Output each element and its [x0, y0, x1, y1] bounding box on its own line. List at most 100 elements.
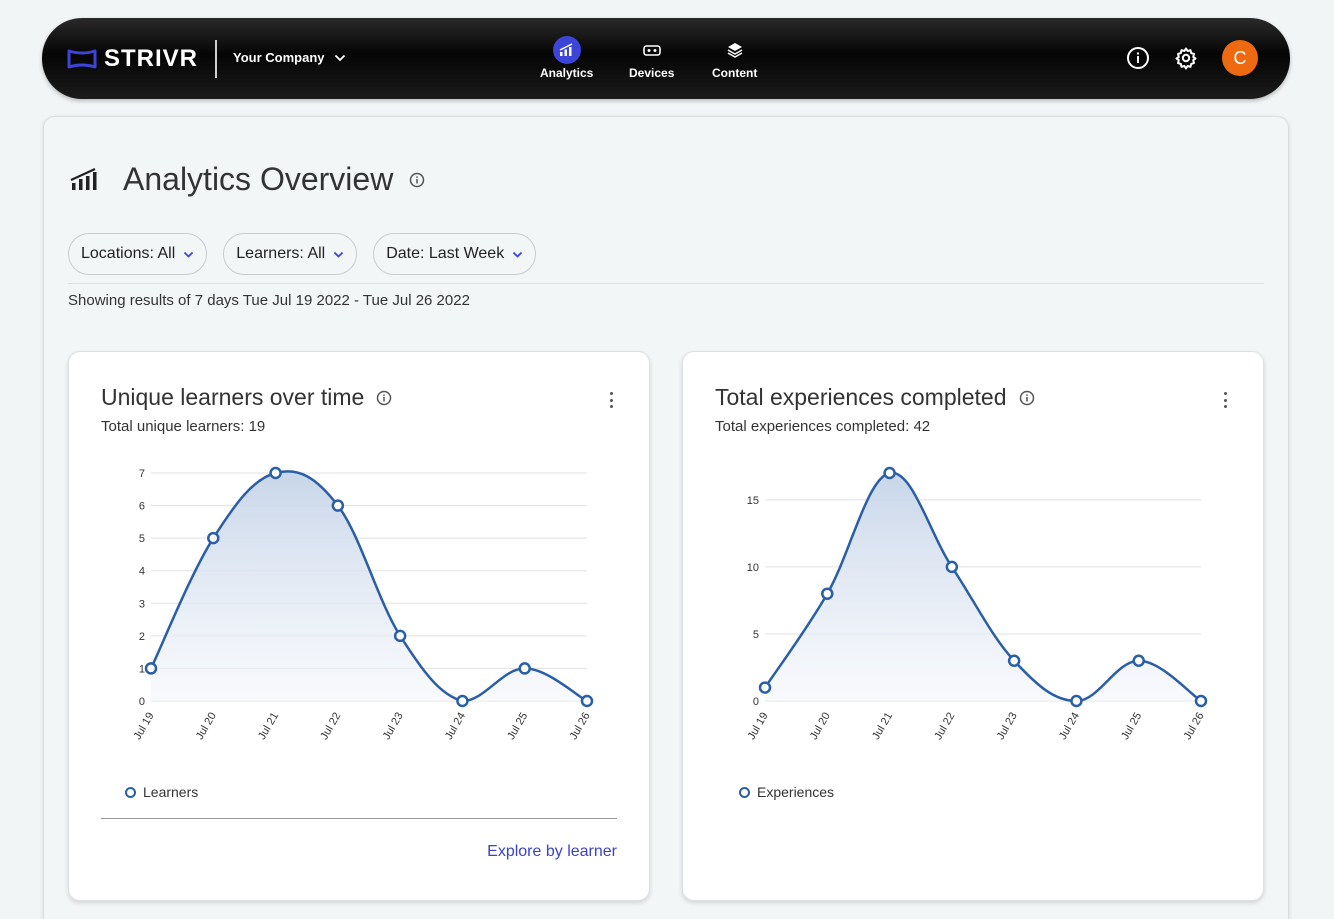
locations-filter-label: Locations: All — [81, 245, 176, 262]
x-tick-label: Jul 20 — [194, 711, 219, 742]
info-icon[interactable] — [409, 172, 425, 188]
data-point — [758, 681, 772, 694]
y-tick-label: 4 — [139, 566, 145, 578]
y-tick-label: 6 — [139, 501, 145, 513]
info-icon[interactable] — [376, 390, 392, 406]
company-name: Your Company — [233, 50, 325, 65]
data-point — [269, 466, 282, 480]
nav-analytics[interactable]: Analytics — [540, 36, 593, 80]
x-tick-label: Jul 22 — [318, 711, 343, 742]
data-point — [456, 694, 469, 708]
date-filter-label: Date: Last Week — [386, 245, 505, 262]
info-icon[interactable] — [1125, 45, 1151, 71]
gear-icon[interactable] — [1173, 45, 1199, 71]
layers-icon — [721, 36, 749, 64]
page-title: Analytics Overview — [123, 161, 394, 197]
experiences-chart: 0 5 10 15 Jul 19 Jul 20 Jul 21 Jul 22 Jul 23 Jul … — [746, 466, 1208, 742]
x-tick-label: Jul 24 — [1057, 711, 1082, 742]
card-divider — [101, 818, 617, 819]
y-tick-label: 3 — [139, 598, 145, 610]
chevron-down-icon — [513, 251, 523, 258]
learners-chart: 0 1 2 3 4 5 6 7 Jul 19 Jul 20 Jul 21 Jul 22 Jul 23 Ju… — [132, 466, 594, 742]
x-tick-label: Jul 25 — [1119, 711, 1144, 742]
data-point — [883, 466, 896, 480]
main-panel: Analytics Overview Locations: All Learne… — [43, 116, 1289, 919]
legend-label: Experiences — [757, 784, 835, 800]
unique-learners-card: Unique learners over time Total unique l… — [68, 351, 650, 901]
filter-bar: Locations: All Learners: All Date: Last … — [68, 233, 552, 275]
y-tick-label: 15 — [747, 495, 759, 507]
date-filter[interactable]: Date: Last Week — [373, 233, 537, 275]
card-subtitle: Total experiences completed: 42 — [715, 418, 931, 435]
x-tick-label: Jul 21 — [870, 711, 895, 742]
chevron-down-icon — [184, 251, 194, 258]
x-tick-label: Jul 24 — [443, 711, 468, 742]
user-avatar[interactable]: C — [1222, 40, 1258, 76]
x-tick-label: Jul 23 — [995, 711, 1020, 742]
nav-analytics-label: Analytics — [540, 66, 594, 80]
data-point — [1070, 694, 1083, 708]
legend-marker — [125, 786, 136, 798]
chart-legend[interactable]: Experiences — [739, 784, 834, 800]
chart-legend[interactable]: Learners — [125, 784, 198, 800]
area-fill — [151, 471, 587, 701]
x-tick-label: Jul 19 — [132, 711, 157, 742]
y-tick-label: 5 — [139, 533, 145, 545]
x-tick-label: Jul 19 — [746, 711, 771, 742]
learners-filter[interactable]: Learners: All — [223, 233, 358, 275]
nav-content[interactable]: Content — [712, 36, 757, 80]
data-point — [1007, 654, 1021, 668]
locations-filter[interactable]: Locations: All — [68, 233, 208, 275]
y-tick-label: 10 — [747, 562, 759, 574]
card-title: Total experiences completed — [715, 384, 1035, 411]
x-tick-label: Jul 20 — [808, 711, 833, 742]
card-subtitle: Total unique learners: 19 — [101, 418, 266, 435]
filter-divider — [68, 283, 1264, 284]
x-tick-label: Jul 25 — [505, 711, 530, 742]
data-point — [144, 662, 158, 675]
y-tick-label: 7 — [139, 468, 145, 480]
analytics-icon — [70, 167, 97, 190]
y-tick-label: 1 — [139, 663, 145, 675]
y-tick-label: 0 — [139, 696, 145, 708]
card-title: Unique learners over time — [101, 384, 392, 411]
more-options-icon[interactable] — [607, 392, 615, 408]
data-point — [393, 629, 407, 643]
x-tick-label: Jul 26 — [1182, 711, 1207, 742]
data-point — [821, 587, 834, 600]
x-tick-label: Jul 21 — [256, 711, 281, 742]
chevron-down-icon — [334, 54, 345, 61]
x-tick-label: Jul 23 — [381, 711, 406, 742]
top-nav-bar: STRIVR Your Company Analytics Devices — [42, 18, 1290, 99]
y-tick-label: 0 — [753, 696, 759, 708]
analytics-icon — [552, 36, 581, 64]
brand-name: STRIVR — [104, 45, 199, 72]
data-point — [945, 560, 959, 574]
legend-label: Learners — [143, 784, 199, 800]
data-point — [1194, 694, 1208, 708]
x-tick-label: Jul 22 — [932, 711, 957, 742]
card-title-text: Unique learners over time — [101, 384, 365, 410]
results-summary: Showing results of 7 days Tue Jul 19 202… — [68, 292, 470, 309]
strivr-logo[interactable]: STRIVR — [66, 42, 198, 76]
experiences-completed-card: Total experiences completed Total experi… — [682, 351, 1264, 901]
info-icon[interactable] — [1019, 390, 1035, 406]
y-tick-label: 2 — [139, 631, 145, 643]
company-selector[interactable]: Your Company — [233, 50, 346, 65]
vr-headset-icon — [638, 36, 666, 64]
data-point — [580, 694, 594, 708]
explore-by-learner-link[interactable]: Explore by learner — [487, 843, 617, 860]
y-tick-label: 5 — [753, 629, 759, 641]
area-fill — [765, 472, 1201, 701]
series-line — [763, 471, 1202, 703]
data-point — [518, 662, 531, 675]
data-point — [331, 499, 345, 512]
strivr-logo-icon — [67, 49, 97, 69]
nav-content-label: Content — [712, 66, 758, 80]
page-header: Analytics Overview — [69, 161, 425, 198]
legend-marker — [739, 786, 750, 798]
data-point — [1132, 654, 1145, 668]
card-title-text: Total experiences completed — [715, 384, 1007, 410]
more-options-icon[interactable] — [1221, 392, 1229, 408]
nav-devices[interactable]: Devices — [629, 36, 674, 80]
